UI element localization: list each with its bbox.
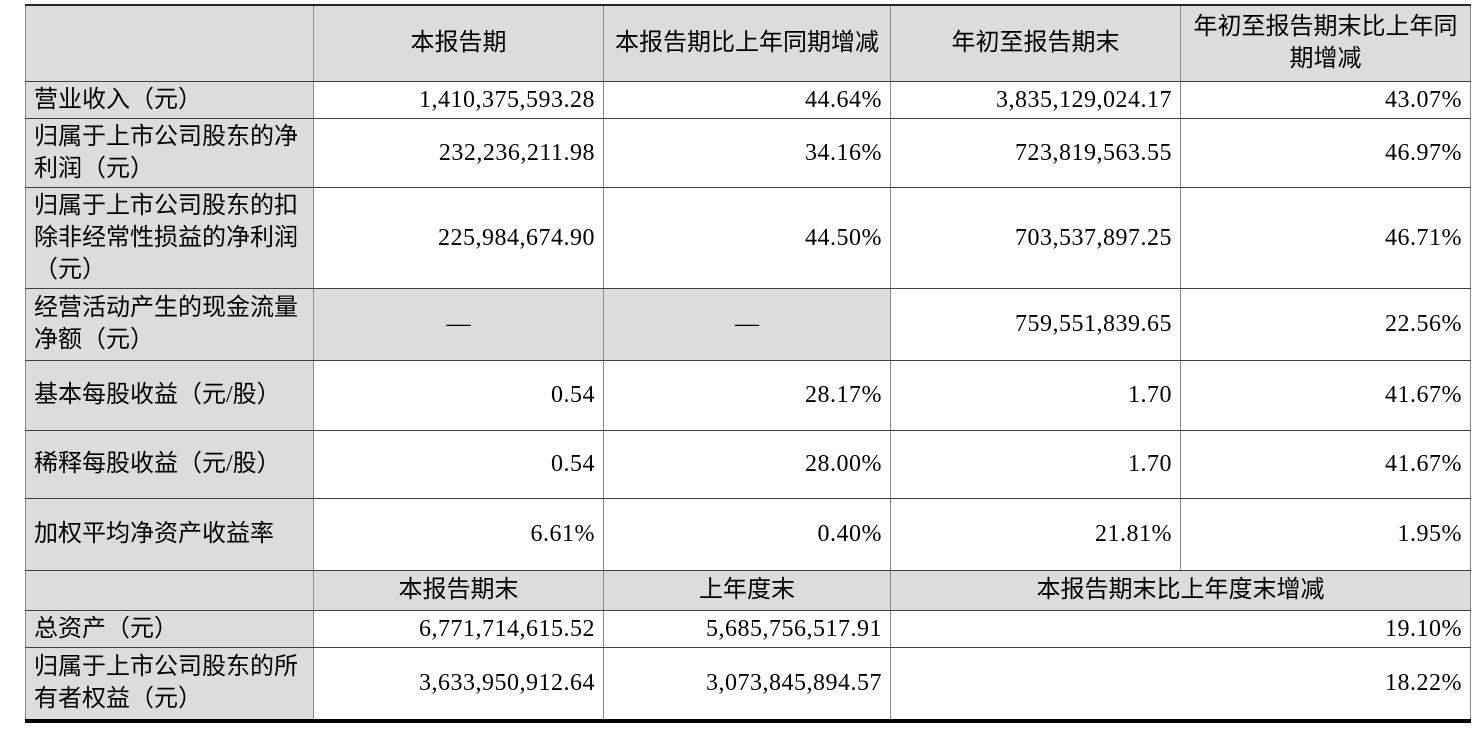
cell-revenue-ytd: 3,835,129,024.17 xyxy=(890,80,1181,119)
row-label: 归属于上市公司股东的扣除非经常性损益的净利润（元） xyxy=(25,186,314,289)
col-header-prev-year-end: 上年度末 xyxy=(603,569,891,611)
cell-assets-change: 19.10% xyxy=(890,609,1471,648)
cell-revenue-current: 1,410,375,593.28 xyxy=(313,80,604,119)
col-header-period-end: 本报告期末 xyxy=(313,569,604,611)
cell-roe-ytd: 21.81% xyxy=(890,497,1181,571)
row-label: 经营活动产生的现金流量净额（元） xyxy=(25,287,314,361)
row-net-profit-deducted: 归属于上市公司股东的扣除非经常性损益的净利润（元） 225,984,674.90… xyxy=(25,186,1471,289)
cell-deducted-current-yoy: 44.50% xyxy=(603,186,891,289)
report-page: 本报告期 本报告期比上年同期增减 年初至报告期末 年初至报告期末比上年同期增减 … xyxy=(25,4,1471,723)
row-diluted-eps: 稀释每股收益（元/股） 0.54 28.00% 1.70 41.67% xyxy=(25,429,1471,499)
col-header-ytd: 年初至报告期末 xyxy=(890,4,1181,82)
cell-equity-end: 3,633,950,912.64 xyxy=(313,646,604,722)
cell-roe-ytd-yoy: 1.95% xyxy=(1180,497,1471,571)
cell-diluted-eps-ytd-yoy: 41.67% xyxy=(1180,429,1471,499)
cell-roe-current: 6.61% xyxy=(313,497,604,571)
row-label: 加权平均净资产收益率 xyxy=(25,497,314,571)
row-label: 总资产（元） xyxy=(25,609,314,648)
row-label: 基本每股收益（元/股） xyxy=(25,359,314,431)
row-equity: 归属于上市公司股东的所有者权益（元） 3,633,950,912.64 3,07… xyxy=(25,646,1471,722)
row-label: 稀释每股收益（元/股） xyxy=(25,429,314,499)
cell-diluted-eps-current: 0.54 xyxy=(313,429,604,499)
row-label: 营业收入（元） xyxy=(25,80,314,119)
cell-basic-eps-current-yoy: 28.17% xyxy=(603,359,891,431)
corner-cell xyxy=(25,569,314,611)
financial-summary-table: 本报告期 本报告期比上年同期增减 年初至报告期末 年初至报告期末比上年同期增减 … xyxy=(25,4,1471,723)
row-roe: 加权平均净资产收益率 6.61% 0.40% 21.81% 1.95% xyxy=(25,497,1471,571)
cell-revenue-current-yoy: 44.64% xyxy=(603,80,891,119)
cell-net-profit-current-yoy: 34.16% xyxy=(603,117,891,188)
cell-basic-eps-current: 0.54 xyxy=(313,359,604,431)
cell-deducted-ytd-yoy: 46.71% xyxy=(1180,186,1471,289)
cell-revenue-ytd-yoy: 43.07% xyxy=(1180,80,1471,119)
col-header-current-period: 本报告期 xyxy=(313,4,604,82)
col-header-change-vs-prev-year-end: 本报告期末比上年度末增减 xyxy=(890,569,1471,611)
cell-cashflow-ytd: 759,551,839.65 xyxy=(890,287,1181,361)
row-revenue: 营业收入（元） 1,410,375,593.28 44.64% 3,835,12… xyxy=(25,80,1471,119)
cell-basic-eps-ytd: 1.70 xyxy=(890,359,1181,431)
cell-basic-eps-ytd-yoy: 41.67% xyxy=(1180,359,1471,431)
header-row-yearend: 本报告期末 上年度末 本报告期末比上年度末增减 xyxy=(25,569,1471,611)
corner-cell xyxy=(25,4,314,82)
row-label: 归属于上市公司股东的净利润（元） xyxy=(25,117,314,188)
row-label: 归属于上市公司股东的所有者权益（元） xyxy=(25,646,314,722)
cell-net-profit-current: 232,236,211.98 xyxy=(313,117,604,188)
cell-deducted-current: 225,984,674.90 xyxy=(313,186,604,289)
cell-assets-prev-year-end: 5,685,756,517.91 xyxy=(603,609,891,648)
row-net-profit: 归属于上市公司股东的净利润（元） 232,236,211.98 34.16% 7… xyxy=(25,117,1471,188)
cell-equity-prev-year-end: 3,073,845,894.57 xyxy=(603,646,891,722)
cell-roe-current-yoy: 0.40% xyxy=(603,497,891,571)
header-row-periods: 本报告期 本报告期比上年同期增减 年初至报告期末 年初至报告期末比上年同期增减 xyxy=(25,4,1471,82)
row-operating-cashflow: 经营活动产生的现金流量净额（元） — — 759,551,839.65 22.5… xyxy=(25,287,1471,361)
cell-diluted-eps-ytd: 1.70 xyxy=(890,429,1181,499)
cell-net-profit-ytd: 723,819,563.55 xyxy=(890,117,1181,188)
cell-diluted-eps-current-yoy: 28.00% xyxy=(603,429,891,499)
cell-equity-change: 18.22% xyxy=(890,646,1471,722)
row-total-assets: 总资产（元） 6,771,714,615.52 5,685,756,517.91… xyxy=(25,609,1471,648)
cell-cashflow-current-yoy-dash: — xyxy=(603,287,891,361)
col-header-current-period-yoy: 本报告期比上年同期增减 xyxy=(603,4,891,82)
row-basic-eps: 基本每股收益（元/股） 0.54 28.17% 1.70 41.67% xyxy=(25,359,1471,431)
cell-cashflow-current-dash: — xyxy=(313,287,604,361)
cell-assets-end: 6,771,714,615.52 xyxy=(313,609,604,648)
col-header-ytd-yoy: 年初至报告期末比上年同期增减 xyxy=(1180,4,1471,82)
cell-cashflow-ytd-yoy: 22.56% xyxy=(1180,287,1471,361)
cell-net-profit-ytd-yoy: 46.97% xyxy=(1180,117,1471,188)
cell-deducted-ytd: 703,537,897.25 xyxy=(890,186,1181,289)
